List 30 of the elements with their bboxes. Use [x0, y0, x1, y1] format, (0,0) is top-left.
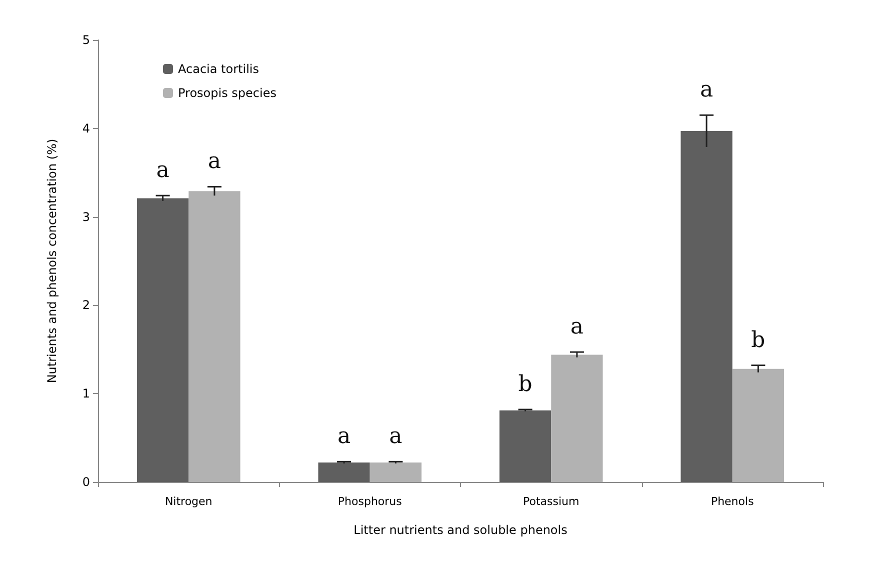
bar [370, 462, 422, 482]
x-tick-label: Nitrogen [164, 495, 212, 508]
data-label: a [156, 158, 170, 184]
data-label: b [518, 372, 532, 398]
data-label: a [208, 149, 222, 174]
y-tick-label: 0 [82, 475, 90, 489]
bar [732, 368, 784, 482]
bar [136, 198, 189, 482]
legend-label: Acacia tortilis [178, 62, 259, 76]
legend-label: Prosopis species [178, 86, 276, 100]
y-tick-label: 3 [82, 210, 90, 224]
data-label: a [337, 424, 351, 450]
x-tick-label: Potassium [523, 495, 580, 508]
y-tick-label: 2 [82, 298, 90, 312]
x-tick-label: Phenols [710, 495, 754, 508]
y-tick-label: 5 [82, 33, 90, 47]
x-axis-title: Litter nutrients and soluble phenols [354, 523, 568, 537]
data-label: a [570, 314, 584, 340]
data-label: a [389, 424, 402, 450]
x-tick-label: Phosphorus [338, 495, 402, 508]
bar [318, 462, 370, 482]
bar [680, 131, 732, 482]
y-tick-label: 4 [82, 121, 90, 136]
y-axis-title: Nutrients and phenols concentration (%) [45, 138, 59, 384]
data-label: b [751, 328, 766, 353]
data-label: a [700, 78, 714, 103]
bar [499, 410, 552, 482]
y-tick-label: 1 [82, 386, 90, 401]
bar [551, 354, 603, 482]
bar [188, 191, 240, 482]
